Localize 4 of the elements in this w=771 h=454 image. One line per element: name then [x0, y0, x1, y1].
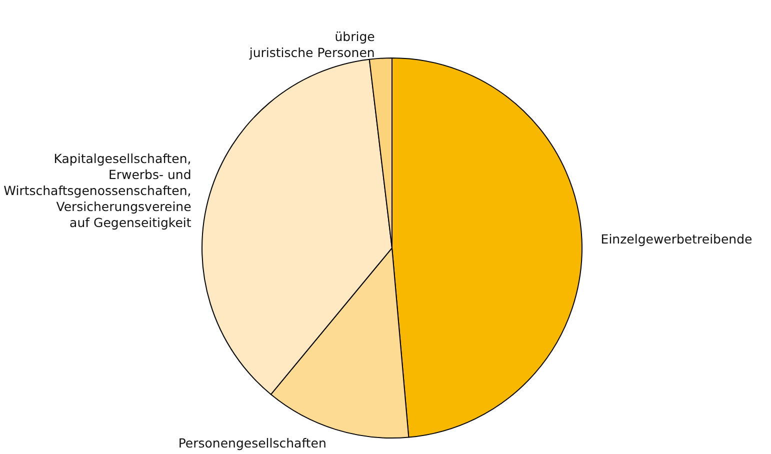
slice-label: Personengesellschaften [178, 435, 326, 450]
slice-label: Kapitalgesellschaften, Erwerbs- und Wirtschaftsgenossenschaften, Versicherungsvereine auf Gegenseitigkeit [4, 150, 192, 230]
slice-label: Einzelgewerbetreibende [600, 232, 753, 247]
slice-label: übrige juristische Personen [248, 28, 376, 60]
